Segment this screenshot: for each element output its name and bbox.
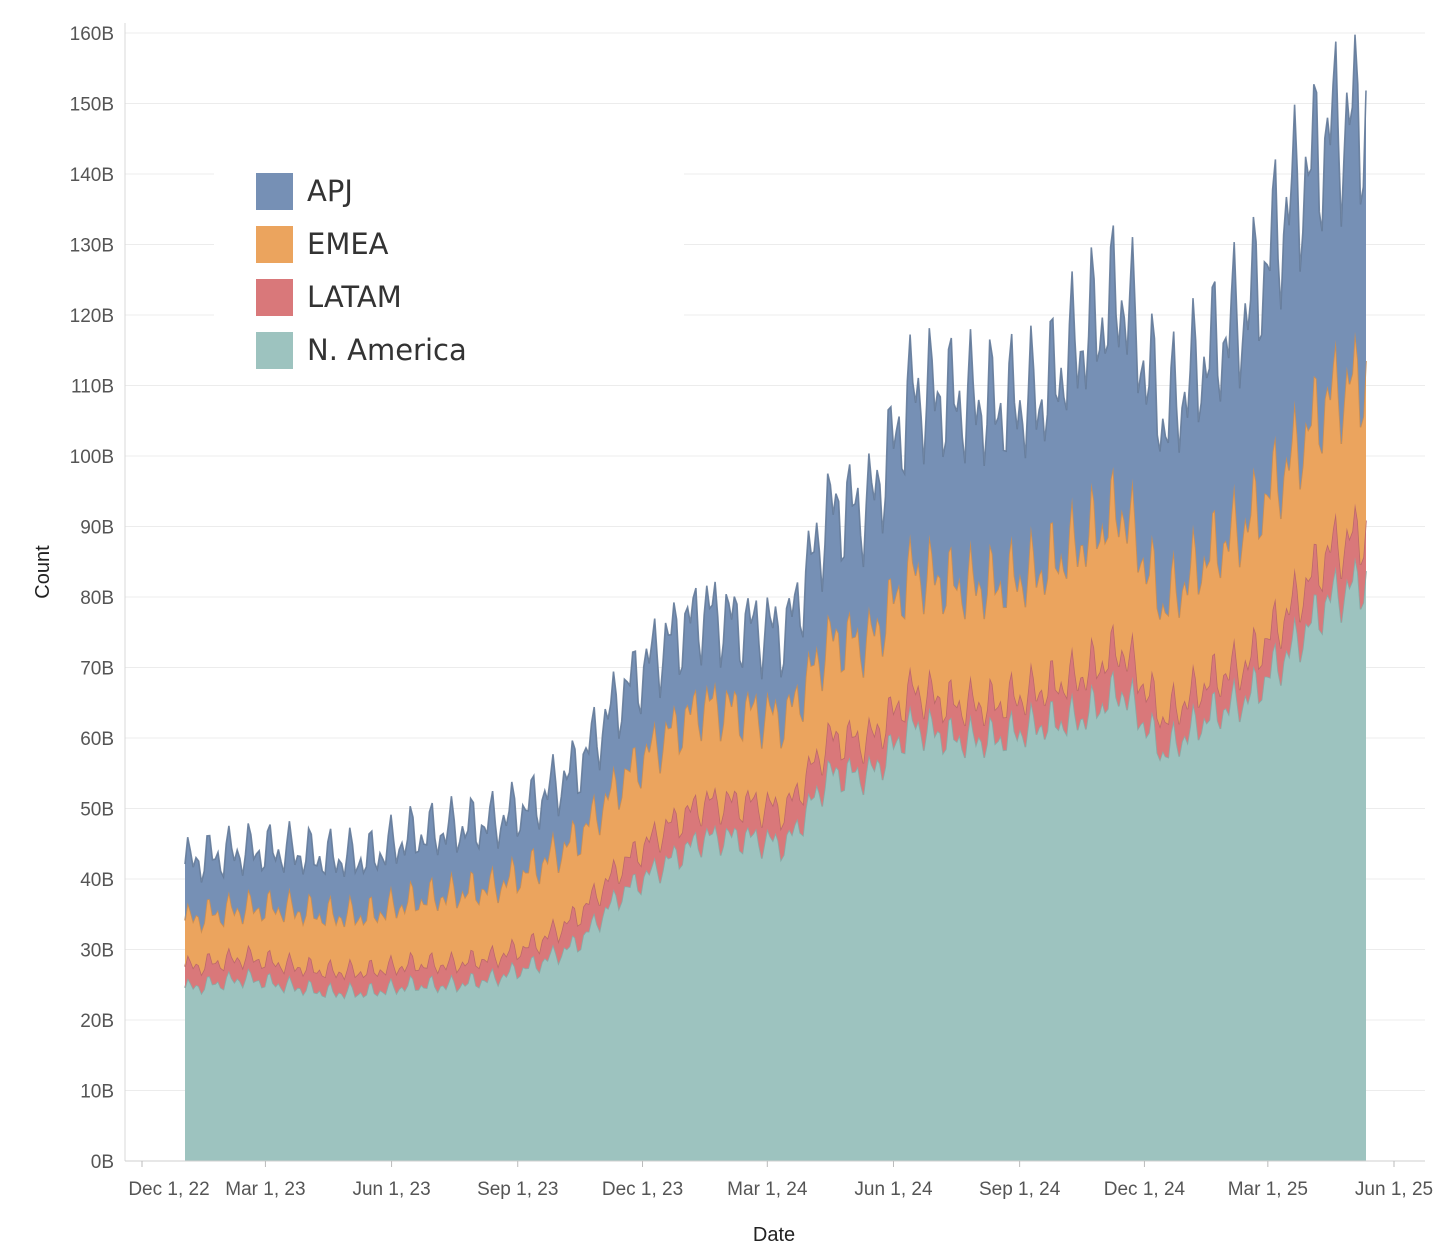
y-axis-ticks: 0B 10B 20B 30B 40B 50B 60B 70B 80B 90B 100B 110B 120… <box>70 24 114 1173</box>
legend-swatch-latam <box>256 278 293 316</box>
legend-label-emea: EMEA <box>307 227 389 261</box>
x-tick-label: Dec 1, 24 <box>1104 1179 1186 1200</box>
y-tick-label: 140B <box>70 165 114 186</box>
area-apj <box>185 34 1366 931</box>
y-tick-label: 70B <box>80 659 114 680</box>
y-axis-title: Count <box>32 545 54 599</box>
legend: APJ EMEA LATAM N. America <box>214 163 684 378</box>
x-tick-label: Jun 1, 23 <box>352 1179 430 1200</box>
area-n-america <box>185 557 1366 1161</box>
y-tick-label: 160B <box>70 24 114 45</box>
x-tick-label: Jun 1, 25 <box>1355 1179 1433 1200</box>
y-tick-label: 90B <box>80 518 114 539</box>
legend-item-apj: APJ <box>256 171 353 211</box>
area-series <box>184 34 1367 1161</box>
x-tick-label: Dec 1, 23 <box>602 1179 683 1200</box>
legend-swatch-apj <box>256 172 293 210</box>
y-tick-label: 50B <box>80 800 114 821</box>
x-tick-label: Mar 1, 23 <box>225 1179 305 1200</box>
y-tick-label: 150B <box>70 95 114 116</box>
y-tick-label: 30B <box>80 941 114 962</box>
series-line-apj <box>184 34 1367 883</box>
x-tick-label: Jun 1, 24 <box>854 1179 933 1200</box>
y-tick-label: 100B <box>70 447 114 468</box>
y-tick-label: 40B <box>80 870 114 891</box>
x-tick-label: Mar 1, 25 <box>1228 1179 1308 1200</box>
y-tick-label: 80B <box>80 588 114 609</box>
legend-label-apj: APJ <box>307 174 353 208</box>
y-tick-label: 60B <box>80 729 114 750</box>
x-axis-title: Date <box>753 1224 795 1246</box>
y-tick-label: 110B <box>71 377 114 398</box>
y-tick-label: 10B <box>80 1082 114 1103</box>
x-tick-label: Sep 1, 24 <box>979 1179 1061 1200</box>
y-tick-label: 120B <box>70 306 114 327</box>
legend-swatch-n-america <box>256 331 293 369</box>
y-tick-label: 130B <box>70 236 114 257</box>
axes <box>124 23 1425 1162</box>
y-tick-label: 0B <box>91 1152 114 1173</box>
y-tick-label: 20B <box>80 1011 114 1032</box>
x-tick-label: Dec 1, 22 <box>128 1179 209 1200</box>
legend-label-latam: LATAM <box>307 280 402 314</box>
x-tick-label: Mar 1, 24 <box>727 1179 808 1200</box>
legend-item-n-america: N. America <box>256 330 467 370</box>
legend-item-emea: EMEA <box>256 224 389 264</box>
legend-item-latam: LATAM <box>256 277 402 317</box>
legend-swatch-emea <box>256 225 293 263</box>
legend-label-n-america: N. America <box>307 333 467 367</box>
x-axis-ticks: Dec 1, 22 Mar 1, 23 Jun 1, 23 Sep 1, 23 Dec … <box>128 1161 1433 1200</box>
x-tick-label: Sep 1, 23 <box>477 1179 558 1200</box>
